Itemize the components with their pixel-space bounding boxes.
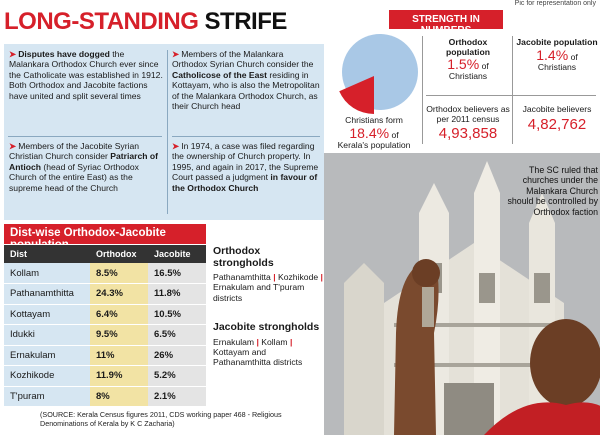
arrow-icon: ➤ [9, 141, 17, 151]
orthodox-believers-value: 4,93,858 [438, 125, 498, 143]
fact-bullet-1: ➤ Disputes have dogged the Malankara Orth… [9, 49, 163, 101]
arrow-icon: ➤ [172, 49, 180, 59]
church-illustration [324, 153, 600, 435]
jacobite-believers-stat: Jacobite believers 4,82,762 [516, 104, 598, 133]
source-note: (SOURCE: Kerala Census figures 2011, CDS… [40, 410, 282, 428]
column-divider [167, 50, 168, 214]
orthodox-believers-stat: Orthodox believers as per 2011 census 4,… [426, 104, 510, 143]
fact-bullet-4: ➤ In 1974, a case was filed regarding the… [172, 141, 319, 193]
jacobite-believers-value: 4,82,762 [527, 115, 587, 133]
jacobite-strongholds-list: Ernakulam | Kollam | Kottayam and Pathan… [213, 336, 303, 368]
table-row: Idukki 9.5% 6.5% [4, 324, 206, 346]
dist-table: Dist Orthodox Jacobite Kollam 8.5% 16.5% P… [4, 245, 206, 407]
strength-title: STRENGTH IN NUMBERS [389, 10, 503, 36]
christians-value: 18.4% [349, 124, 390, 141]
arrow-icon: ➤ [9, 49, 17, 59]
facts-panel: ➤ Disputes have dogged the Malankara Orth… [4, 44, 324, 220]
jacobite-strongholds-title: Jacobite strongholds [213, 321, 320, 333]
dist-table-title: Dist-wise Orthodox-Jacobite population [4, 224, 206, 251]
orthodox-population-value: 1.5% [447, 56, 480, 73]
jacobite-strongholds: Jacobite strongholds Ernakulam | Kollam … [213, 321, 323, 368]
pie-christians-slice [339, 76, 374, 114]
header-dist: Dist [4, 245, 90, 263]
row-divider-right [172, 136, 320, 137]
header-jacobite: Jacobite [148, 245, 206, 263]
fact-bullet-3: ➤ Members of the Malankara Orthodox Syria… [172, 49, 320, 112]
table-row: Pathanamthitta 24.3% 11.8% [4, 283, 206, 305]
stat-divider [426, 95, 596, 96]
stat-divider [512, 36, 513, 144]
arrow-icon: ➤ [172, 141, 180, 151]
christians-stat: Christians form 18.4% of Kerala's popula… [337, 115, 411, 150]
stat-divider [422, 36, 423, 144]
orthodox-strongholds: Orthodox strongholds Pathanamthitta | Ko… [213, 245, 323, 303]
orthodox-population-stat: Orthodox population 1.5% of Christians [446, 37, 490, 82]
row-divider-left [8, 136, 162, 137]
fist [412, 259, 440, 287]
man-face [530, 319, 600, 407]
header-orthodox: Orthodox [90, 245, 148, 263]
table-row: Ernakulam 11% 26% [4, 345, 206, 366]
headline-part1: LONG-STANDING [4, 8, 199, 35]
table-row: Kozhikode 11.9% 5.2% [4, 365, 206, 387]
jacobite-population-value: 1.4% [536, 46, 569, 63]
jacobite-population-stat: Jacobite population 1.4% of Christians [516, 37, 598, 72]
headline: LONG-STANDING STRIFE [4, 8, 287, 36]
table-header-row: Dist Orthodox Jacobite [4, 245, 206, 263]
table-row: Kottayam 6.4% 10.5% [4, 304, 206, 325]
church-photo [324, 153, 600, 435]
red-shirt [484, 402, 600, 435]
supreme-court-note: The SC ruled that churches under the Mal… [507, 165, 598, 217]
fact-bullet-2: ➤ Members of the Jacobite Syrian Christia… [9, 141, 159, 193]
keys-icon [422, 287, 434, 327]
orthodox-strongholds-title: Orthodox strongholds [213, 245, 274, 269]
orthodox-strongholds-list: Pathanamthitta | Kozhikode | Ernakulam a… [213, 272, 323, 303]
photo-credit: Pic for representation only [514, 0, 596, 7]
christians-pie-chart [339, 34, 418, 114]
table-row: Kollam 8.5% 16.5% [4, 263, 206, 284]
headline-part2: STRIFE [204, 8, 288, 35]
table-row: T'puram 8% 2.1% [4, 386, 206, 407]
